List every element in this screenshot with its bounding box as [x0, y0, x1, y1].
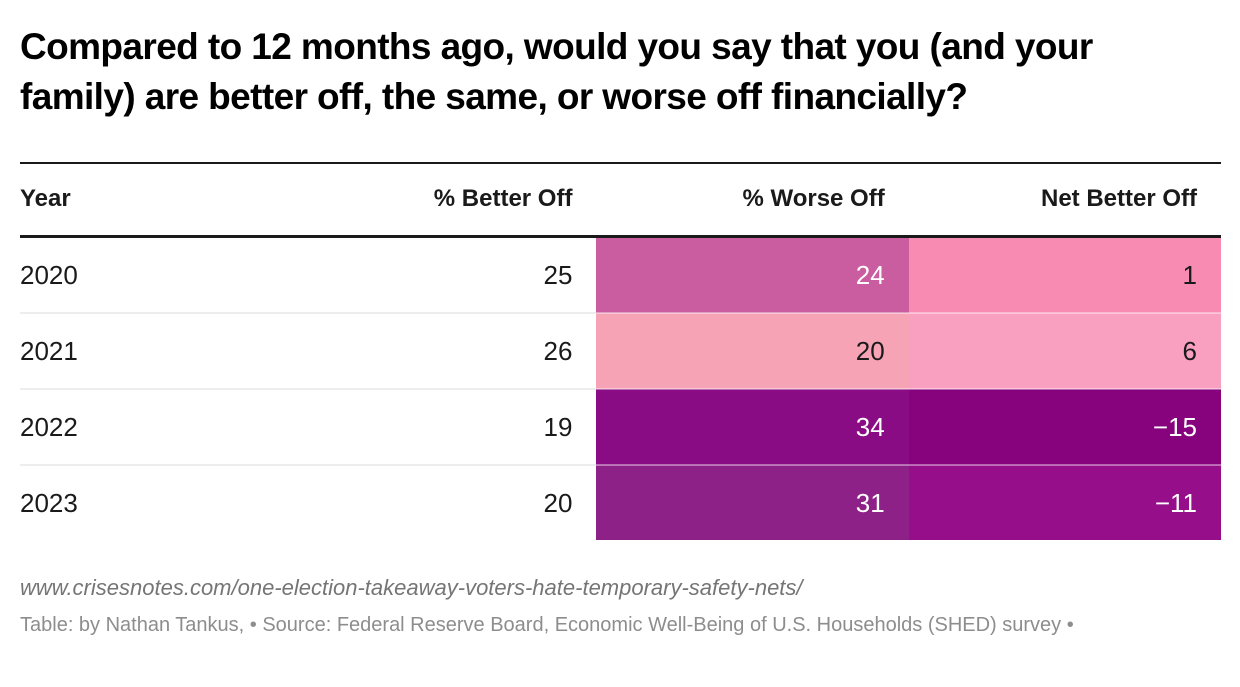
- chart-footer: www.crisesnotes.com/one-election-takeawa…: [20, 574, 1221, 638]
- net-better-off-cell: 6: [908, 312, 1221, 389]
- worse-off-cell: 34: [596, 388, 909, 465]
- table-row: 2020 25 24 1: [20, 236, 1221, 313]
- worse-off-cell: 31: [596, 464, 909, 540]
- credits-line: Table: by Nathan Tankus, • Source: Feder…: [20, 614, 1074, 636]
- table-header: Year % Better Off % Worse Off Net Better…: [20, 162, 1221, 238]
- year-cell: 2023: [20, 464, 285, 540]
- worse-off-cell: 24: [596, 236, 909, 313]
- net-better-off-cell: −15: [908, 388, 1221, 465]
- data-table: Year % Better Off % Worse Off Net Better…: [20, 162, 1221, 540]
- better-off-cell: 20: [284, 464, 597, 540]
- better-off-cell: 26: [284, 312, 597, 389]
- table-row: 2021 26 20 6: [20, 312, 1221, 389]
- net-better-off-cell: 1: [908, 236, 1221, 313]
- column-header-worse-off: % Worse Off: [596, 162, 909, 238]
- source-url: www.crisesnotes.com/one-election-takeawa…: [20, 575, 803, 600]
- net-better-off-cell: −11: [908, 464, 1221, 540]
- table-row: 2023 20 31 −11: [20, 464, 1221, 540]
- year-cell: 2021: [20, 312, 285, 389]
- chart-title: Compared to 12 months ago, would you say…: [20, 26, 1093, 117]
- better-off-cell: 19: [284, 388, 597, 465]
- table-body: 2020 25 24 1 2021 26 20 6 2022 19 34 −15 2023 20 31 −11: [20, 236, 1221, 540]
- column-header-net-better-off: Net Better Off: [908, 162, 1221, 238]
- header-row: Year % Better Off % Worse Off Net Better…: [20, 162, 1221, 238]
- better-off-cell: 25: [543, 260, 573, 290]
- column-header-better-off: % Better Off: [284, 162, 597, 238]
- worse-off-cell: 20: [596, 312, 909, 389]
- table-chart: Compared to 12 months ago, would you say…: [20, 26, 1221, 638]
- year-cell: 2020: [20, 260, 78, 290]
- column-header-year: Year: [20, 162, 285, 238]
- year-cell: 2022: [20, 388, 285, 465]
- table-row: 2022 19 34 −15: [20, 388, 1221, 465]
